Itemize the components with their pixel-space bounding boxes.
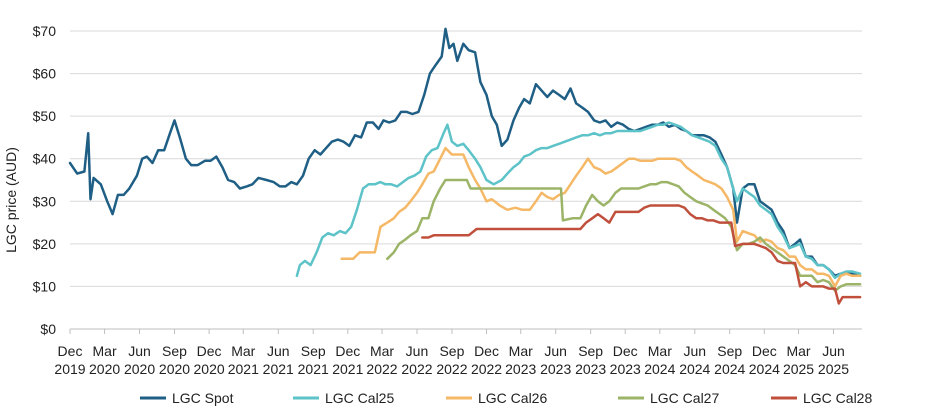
x-tick-label-year: 2019 [54, 361, 85, 377]
series-line-1 [295, 121, 862, 280]
x-tick-label-year: 2025 [818, 361, 849, 377]
x-tick-label-month: Jun [683, 343, 706, 359]
x-tick-label-month: Mar [93, 343, 117, 359]
series-line-4 [421, 204, 862, 305]
x-tick-label-year: 2022 [436, 361, 467, 377]
legend-label: LGC Cal26 [478, 390, 547, 406]
x-tick-label-year: 2024 [714, 361, 745, 377]
x-tick-label-year: 2022 [471, 361, 502, 377]
x-tick-label-year: 2022 [366, 361, 397, 377]
x-tick-label-year: 2023 [610, 361, 641, 377]
x-tick-label-month: Jun [267, 343, 290, 359]
x-tick-label-year: 2021 [228, 361, 259, 377]
x-tick-label-month: Mar [231, 343, 255, 359]
legend-label: LGC Spot [172, 390, 234, 406]
x-tick-label-month: Mar [370, 343, 394, 359]
horizontal-gridlines [70, 30, 862, 287]
x-tick-label-year: 2020 [194, 361, 225, 377]
x-tick-label-month: Dec [752, 343, 777, 359]
x-tick-label-year: 2023 [540, 361, 571, 377]
x-axis-tick-labels: Dec 2019 Mar 2020 Jun 2020 Sep 2020 Dec 2020 Mar 20… [54, 329, 849, 377]
x-tick-label-month: Jun [128, 343, 151, 359]
y-tick-label: $50 [33, 108, 57, 124]
x-tick-label-month: Dec [197, 343, 222, 359]
y-tick-label: $40 [33, 151, 57, 167]
y-tick-label: $10 [33, 278, 57, 294]
x-tick-label-year: 2020 [159, 361, 190, 377]
x-tick-label-month: Mar [786, 343, 810, 359]
x-tick-label-year: 2025 [783, 361, 814, 377]
x-tick-label-year: 2024 [749, 361, 780, 377]
x-tick-label-month: Sep [301, 343, 326, 359]
x-tick-label-month: Sep [162, 343, 187, 359]
x-tick-label-month: Sep [439, 343, 464, 359]
y-axis-label: LGC price (AUD) [3, 147, 19, 253]
x-tick-label-year: 2021 [298, 361, 329, 377]
x-tick-label-year: 2020 [124, 361, 155, 377]
y-tick-label: $30 [33, 193, 57, 209]
series-line-0 [68, 27, 862, 278]
legend-label: LGC Cal27 [650, 390, 719, 406]
x-tick-label-month: Jun [406, 343, 429, 359]
x-tick-label-month: Mar [509, 343, 533, 359]
y-tick-label: $70 [33, 23, 57, 39]
x-tick-label-month: Jun [822, 343, 845, 359]
y-tick-label: $20 [33, 236, 57, 252]
legend-label: LGC Cal28 [803, 390, 872, 406]
series-line-3 [386, 178, 862, 292]
x-tick-label-year: 2023 [505, 361, 536, 377]
x-tick-label-month: Dec [335, 343, 360, 359]
x-tick-label-year: 2024 [679, 361, 710, 377]
y-axis-tick-labels: $0 $10 $20 $30 $40 $50 $60 $70 [33, 23, 57, 337]
x-tick-label-year: 2022 [401, 361, 432, 377]
y-tick-label: $0 [40, 321, 56, 337]
series-lines [68, 27, 862, 305]
x-tick-label-month: Mar [648, 343, 672, 359]
x-tick-label-year: 2020 [89, 361, 120, 377]
legend-label: LGC Cal25 [325, 390, 394, 406]
x-tick-label-year: 2021 [332, 361, 363, 377]
x-tick-label-month: Dec [58, 343, 83, 359]
x-tick-label-year: 2021 [263, 361, 294, 377]
series-line-2 [340, 146, 862, 288]
x-tick-label-year: 2024 [644, 361, 675, 377]
x-tick-label-month: Sep [717, 343, 742, 359]
x-tick-label-month: Sep [578, 343, 603, 359]
x-tick-label-month: Dec [613, 343, 638, 359]
x-tick-label-month: Jun [544, 343, 567, 359]
y-tick-label: $60 [33, 66, 57, 82]
chart-legend: LGC Spot LGC Cal25 LGC Cal26 LGC Cal27 LGC C… [140, 390, 872, 406]
x-tick-label-month: Dec [474, 343, 499, 359]
x-tick-label-year: 2023 [575, 361, 606, 377]
